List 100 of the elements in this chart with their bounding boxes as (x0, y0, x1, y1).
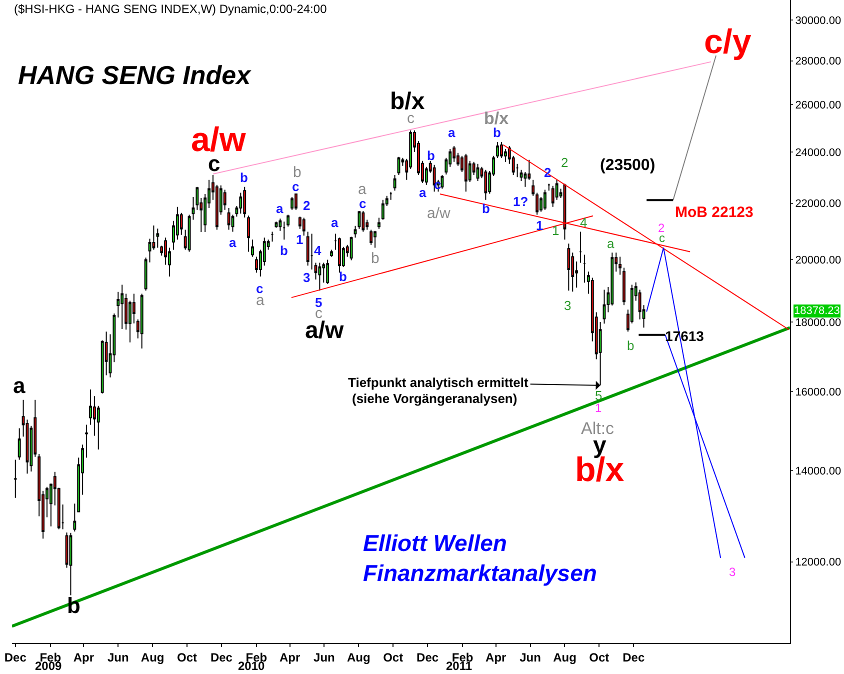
annotation: 1 (296, 232, 304, 247)
candlestick (69, 532, 72, 596)
y-tick-label: 12000.00 (795, 556, 842, 569)
candlestick (290, 196, 294, 210)
annotation: 1 (536, 218, 544, 233)
annotation: a/w (427, 205, 451, 222)
annotation: a (276, 201, 284, 216)
annotation: 3 (729, 565, 736, 579)
candlestick (432, 164, 436, 192)
candlestick (350, 236, 353, 261)
y-tick-label: 18000.00 (795, 316, 842, 329)
y-tick-label: 16000.00 (795, 386, 842, 399)
text: HANG SENG Index (18, 60, 252, 90)
x-tick-label: Dec (622, 650, 645, 664)
annotation: b (280, 243, 288, 258)
x-tick-label: Apr (486, 650, 507, 664)
annotation: b (493, 125, 501, 140)
annotation: c/y (704, 23, 752, 61)
candlestick (85, 424, 88, 458)
annotation: b/x (484, 109, 510, 128)
annotation: b (482, 201, 490, 216)
candlestick (354, 225, 357, 238)
candlestick (532, 179, 535, 196)
annotation: b (427, 148, 435, 163)
x-tick-label: Jun (107, 650, 129, 664)
x-tick-label: Oct (177, 650, 198, 664)
candlestick (73, 503, 76, 532)
annotation: b (339, 269, 347, 284)
candlestick (547, 183, 550, 192)
candlestick (156, 228, 160, 248)
x-tick-label: Apr (73, 650, 94, 664)
y-tick-label: 24000.00 (795, 146, 842, 159)
candlestick (144, 257, 148, 292)
x-tick-label: Jun (314, 650, 335, 664)
x-tick-label: Dec (210, 650, 233, 664)
annotation: 1 (552, 223, 560, 238)
candlestick (393, 174, 396, 192)
annotation: 4 (580, 215, 588, 230)
annotation: a (448, 125, 456, 140)
candlestick (476, 163, 480, 182)
candlestick (243, 186, 246, 218)
candlestick (374, 230, 376, 248)
y-tick-label: 14000.00 (795, 465, 842, 478)
candlestick (330, 249, 334, 258)
candlestick (544, 189, 546, 210)
candlestick (602, 289, 606, 324)
annotation: a (419, 185, 427, 200)
candlestick (496, 142, 500, 158)
candlestick (326, 259, 330, 284)
annotation: a/w (305, 317, 344, 344)
text: 18378.23 (794, 305, 840, 317)
candlestick (140, 293, 144, 350)
annotation: 4 (314, 243, 322, 258)
candlestick (294, 194, 298, 210)
y-tick-label: 30000.00 (795, 14, 842, 27)
candlestick (302, 217, 306, 236)
annotation: a (331, 215, 339, 230)
candlestick (389, 191, 392, 200)
candlestick (278, 218, 282, 232)
annotation: c (292, 179, 300, 194)
candlestick (583, 254, 586, 284)
candlestick (484, 169, 488, 200)
y-tick-label: 26000.00 (795, 99, 842, 112)
candlestick (567, 243, 570, 292)
y-tick-label: 22000.00 (795, 198, 842, 210)
annotation: 1 (595, 401, 602, 415)
annotation: b (371, 250, 380, 267)
annotation: 1? (513, 194, 528, 209)
candlestick (318, 262, 322, 292)
x-tick-label: Dec (4, 650, 27, 664)
y-tick-label: 28000.00 (795, 56, 842, 68)
candlestick (536, 192, 539, 216)
x-tick-label: Aug (346, 650, 370, 664)
x-tick-label: Dec (416, 650, 439, 664)
annotation: a (358, 181, 367, 198)
candlestick (282, 221, 286, 240)
annotation: (23500) (600, 157, 656, 174)
annotation: 5 (315, 295, 322, 310)
candlestick (247, 215, 250, 252)
candlestick (227, 207, 230, 230)
candlestick (464, 153, 468, 192)
x-tick-label: Jun (520, 650, 541, 664)
x-tick-label: Aug (140, 650, 164, 664)
annotation: 5 (595, 388, 602, 403)
candlestick (251, 239, 254, 258)
annotation: 2 (561, 155, 568, 170)
candlestick (370, 229, 373, 246)
candlestick (378, 217, 380, 230)
candlestick (381, 199, 384, 220)
candlestick (622, 267, 626, 306)
candlestick (500, 142, 503, 158)
candlestick (618, 256, 622, 276)
annotation: c (359, 196, 366, 211)
annotation: Alt:c (581, 419, 615, 438)
annotation: MoB 22123 (675, 204, 754, 221)
annotation: (siehe Vorgängeranalysen) (352, 391, 518, 406)
annotation: 3 (564, 298, 572, 313)
x-tick-label: Oct (383, 650, 404, 664)
x-tick-label: Oct (589, 650, 610, 664)
annotation: Tiefpunkt analytisch ermittelt (348, 375, 530, 390)
